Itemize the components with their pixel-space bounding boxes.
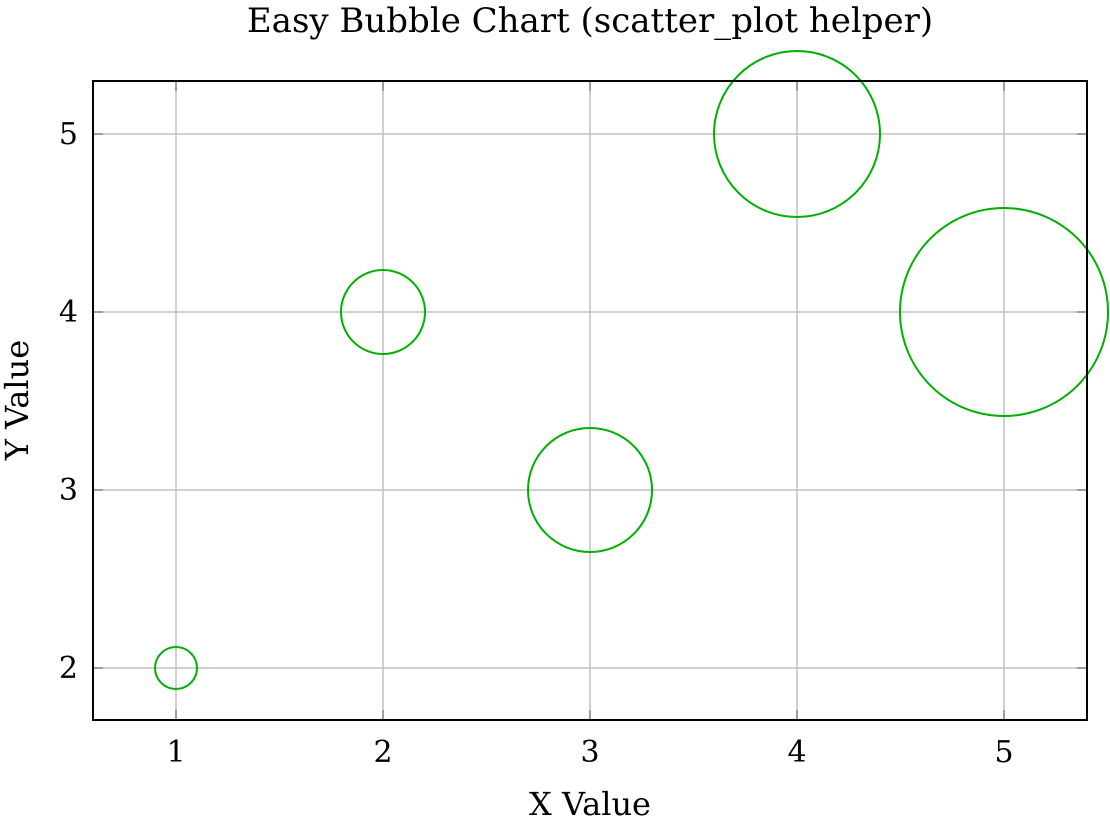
x-axis-label: X Value [529,785,651,822]
y-tick-label: 5 [59,117,78,152]
x-tick-label: 2 [373,735,392,770]
bubble-point [340,269,426,355]
y-tick-label: 3 [59,473,78,508]
x-tick-labels: 1 2 3 4 5 [166,735,1013,770]
tick-marks [93,81,1087,720]
x-tick-label: 5 [994,735,1013,770]
bubble-point [527,427,653,553]
grid [93,81,1087,720]
y-axis-label: Y Value [0,340,36,461]
x-tick-label: 1 [166,735,185,770]
bubble-point [154,646,198,690]
x-tick-label: 4 [787,735,806,770]
x-tick-label: 3 [580,735,599,770]
bubble-point [713,50,881,218]
y-tick-label: 2 [59,651,78,686]
chart-title: Easy Bubble Chart (scatter_plot helper) [247,1,933,41]
y-tick-labels: 2 3 4 5 [59,117,78,686]
bubble-point [899,207,1109,417]
bubbles [154,50,1109,690]
y-tick-label: 4 [59,295,78,330]
plot-frame [92,80,1088,721]
